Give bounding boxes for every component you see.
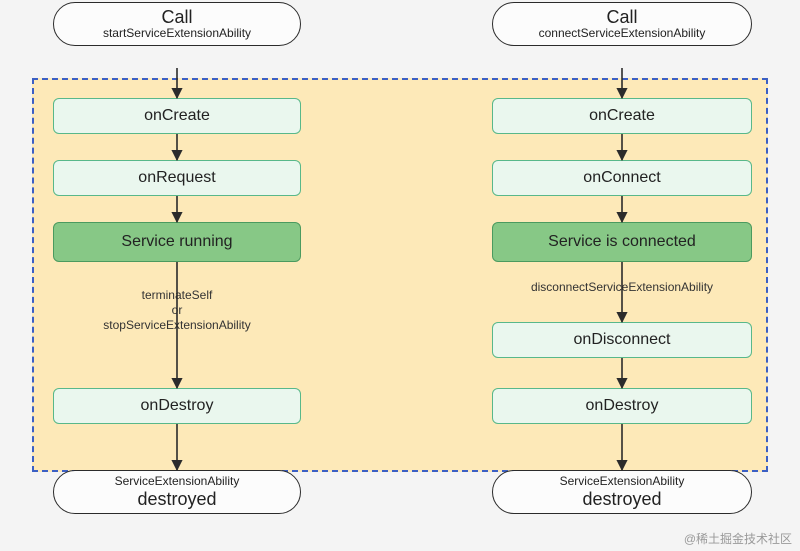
right-destroyed-sub: ServiceExtensionAbility [560, 475, 685, 489]
right-call-title: Call [606, 7, 637, 28]
left-destroyed-title: destroyed [137, 489, 216, 510]
watermark: @稀土掘金技术社区 [684, 530, 792, 547]
left-destroyed-sub: ServiceExtensionAbility [115, 475, 240, 489]
right-ondestroy: onDestroy [492, 388, 752, 424]
left-call-pill: Call startServiceExtensionAbility [53, 2, 301, 46]
left-onrequest: onRequest [53, 160, 301, 196]
left-oncreate: onCreate [53, 98, 301, 134]
left-terminate-label: terminateSelf or stopServiceExtensionAbi… [57, 288, 297, 333]
right-destroyed-pill: ServiceExtensionAbility destroyed [492, 470, 752, 514]
right-ondisconnect: onDisconnect [492, 322, 752, 358]
right-onconnect: onConnect [492, 160, 752, 196]
right-call-sub: connectServiceExtensionAbility [539, 27, 706, 41]
right-destroyed-title: destroyed [582, 489, 661, 510]
left-call-sub: startServiceExtensionAbility [103, 27, 251, 41]
right-disconnect-label: disconnectServiceExtensionAbility [502, 280, 742, 295]
left-ondestroy: onDestroy [53, 388, 301, 424]
left-running: Service running [53, 222, 301, 262]
right-call-pill: Call connectServiceExtensionAbility [492, 2, 752, 46]
left-call-title: Call [161, 7, 192, 28]
right-connected: Service is connected [492, 222, 752, 262]
right-oncreate: onCreate [492, 98, 752, 134]
left-destroyed-pill: ServiceExtensionAbility destroyed [53, 470, 301, 514]
